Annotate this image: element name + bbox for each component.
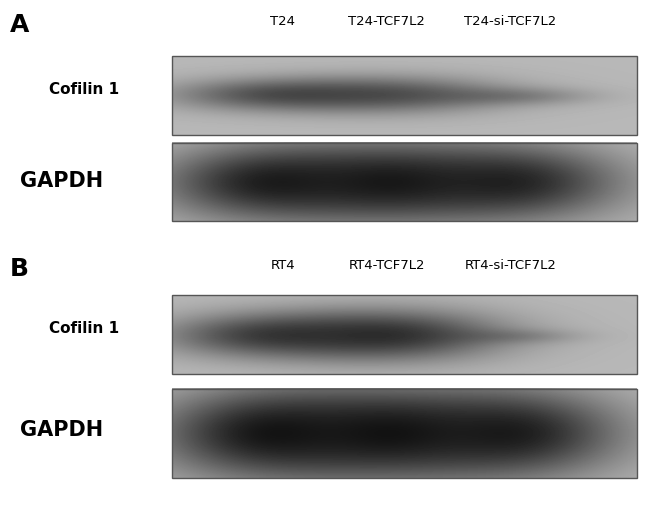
- Text: T24: T24: [270, 15, 295, 28]
- Text: RT4: RT4: [270, 259, 295, 272]
- Bar: [172, 389, 637, 478]
- Text: B: B: [10, 257, 29, 281]
- Text: A: A: [10, 13, 29, 37]
- Text: T24-TCF7L2: T24-TCF7L2: [348, 15, 425, 28]
- Text: T24-si-TCF7L2: T24-si-TCF7L2: [464, 15, 556, 28]
- Text: Cofilin 1: Cofilin 1: [49, 81, 120, 97]
- Bar: [172, 295, 637, 374]
- Text: GAPDH: GAPDH: [20, 420, 103, 440]
- Text: Cofilin 1: Cofilin 1: [49, 321, 120, 336]
- Bar: [172, 143, 637, 221]
- Bar: [172, 56, 637, 135]
- Text: RT4-si-TCF7L2: RT4-si-TCF7L2: [464, 259, 556, 272]
- Text: RT4-TCF7L2: RT4-TCF7L2: [348, 259, 425, 272]
- Text: GAPDH: GAPDH: [20, 171, 103, 191]
